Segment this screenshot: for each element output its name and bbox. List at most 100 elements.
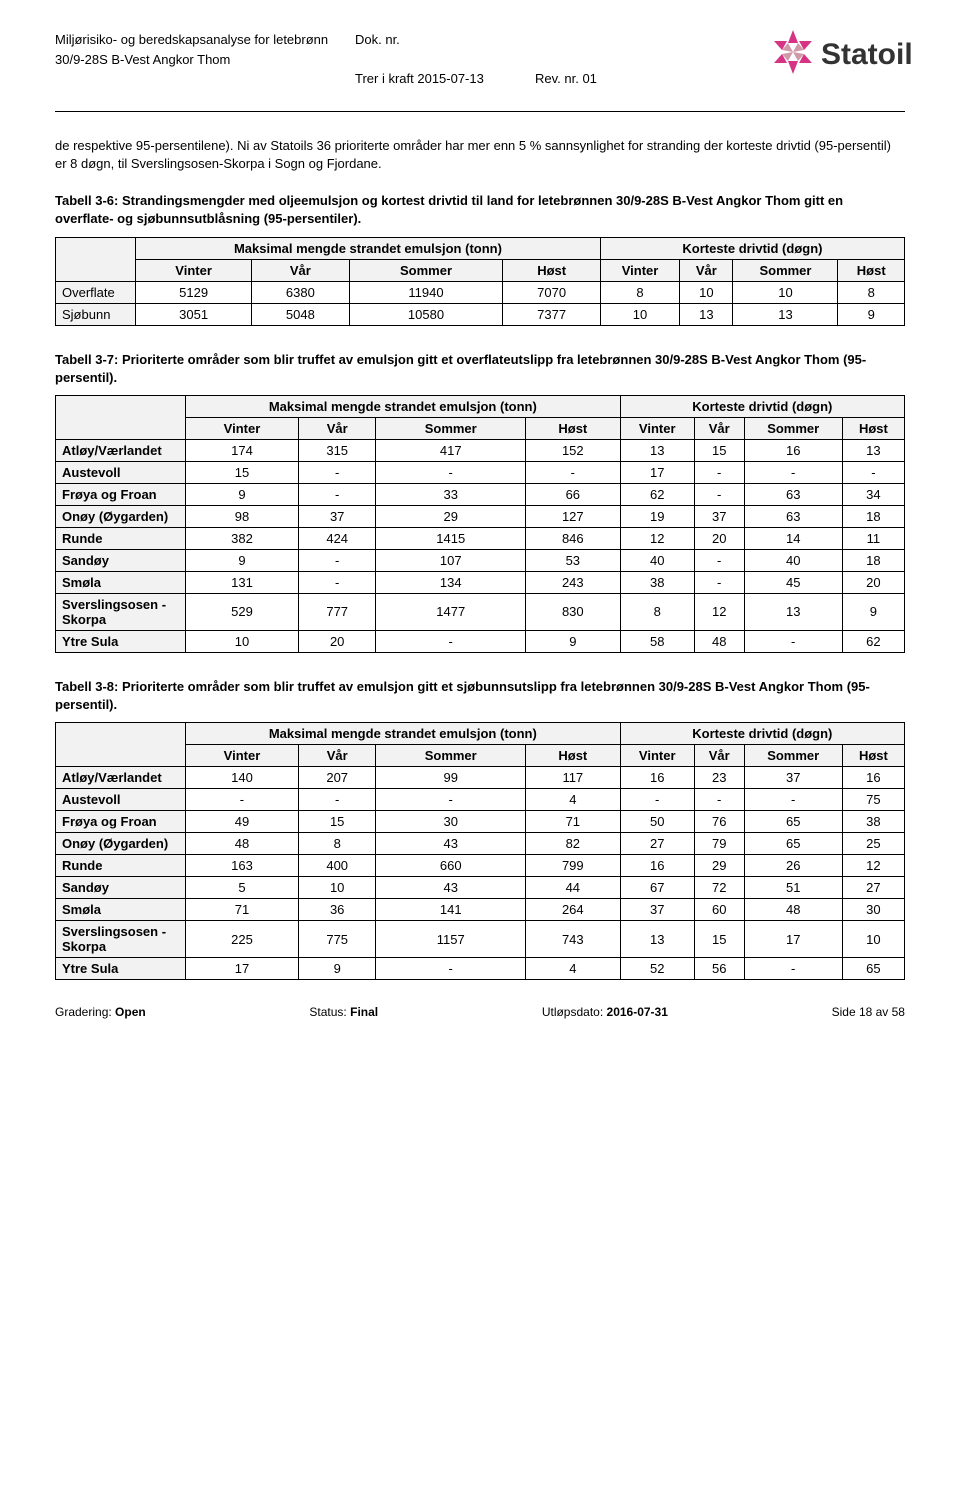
table-38: Maksimal mengde strandet emulsjon (tonn)…	[55, 722, 905, 980]
table38-cell: -	[376, 958, 526, 980]
table38-season-2: Sommer	[376, 745, 526, 767]
table36-season-6: Sommer	[733, 259, 838, 281]
table37-cell: -	[842, 461, 904, 483]
table37-cell: 315	[298, 439, 376, 461]
table-row: Sverslingsosen - Skorpa52977714778308121…	[56, 593, 905, 630]
footer-gradering: Gradering: Open	[55, 1005, 146, 1019]
table37-cell: 45	[744, 571, 842, 593]
table37-season-6: Sommer	[744, 417, 842, 439]
table38-cell: 775	[298, 921, 376, 958]
statoil-logo: Statoil	[765, 20, 925, 93]
table37-cell: 20	[298, 630, 376, 652]
header-title-1: Miljørisiko- og beredskapsanalyse for le…	[55, 30, 355, 50]
table38-cell: 75	[842, 789, 904, 811]
table38-row-label: Austevoll	[56, 789, 186, 811]
table-row: Runde16340066079916292612	[56, 855, 905, 877]
footer-status-value: Final	[350, 1005, 378, 1019]
table36-cell: 10	[600, 303, 679, 325]
table38-row-label: Onøy (Øygarden)	[56, 833, 186, 855]
table37-cell: 9	[186, 483, 299, 505]
footer-expiry-value: 2016-07-31	[607, 1005, 668, 1019]
table-row: Frøya og Froan4915307150766538	[56, 811, 905, 833]
table38-cell: 207	[298, 767, 376, 789]
table37-row-label: Ytre Sula	[56, 630, 186, 652]
table38-cell: 23	[694, 767, 744, 789]
table37-season-2: Sommer	[376, 417, 526, 439]
table37-cell: 37	[694, 505, 744, 527]
table37-cell: -	[298, 549, 376, 571]
table37-cell: 382	[186, 527, 299, 549]
table38-cell: 30	[842, 899, 904, 921]
table37-cell: 9	[186, 549, 299, 571]
table38-season-7: Høst	[842, 745, 904, 767]
table-row: Smøla131-13424338-4520	[56, 571, 905, 593]
table37-cell: 152	[525, 439, 620, 461]
table37-cell: 10	[186, 630, 299, 652]
table38-cell: 10	[842, 921, 904, 958]
page-header: Miljørisiko- og beredskapsanalyse for le…	[55, 30, 905, 89]
footer-gradering-label: Gradering:	[55, 1005, 112, 1019]
table38-row-label: Sandøy	[56, 877, 186, 899]
table38-cell: 8	[298, 833, 376, 855]
table37-cell: 830	[525, 593, 620, 630]
table38-group2: Korteste drivtid (døgn)	[620, 723, 904, 745]
table36-cell: 10	[680, 281, 733, 303]
table36-cell: 10	[733, 281, 838, 303]
table37-season-4: Vinter	[620, 417, 694, 439]
table38-cell: 13	[620, 921, 694, 958]
table38-cell: 27	[620, 833, 694, 855]
table37-cell: 66	[525, 483, 620, 505]
table38-cell: 225	[186, 921, 299, 958]
table38-corner	[56, 723, 186, 767]
table36-cell: 11940	[349, 281, 503, 303]
table-row: Atløy/Værlandet17431541715213151613	[56, 439, 905, 461]
table36-season-7: Høst	[838, 259, 905, 281]
table37-row-label: Sandøy	[56, 549, 186, 571]
table38-cell: 15	[298, 811, 376, 833]
table36-group2: Korteste drivtid (døgn)	[600, 237, 904, 259]
table36-cell: 13	[733, 303, 838, 325]
table37-cell: 12	[694, 593, 744, 630]
table37-cell: 33	[376, 483, 526, 505]
table-row: Austevoll15---17---	[56, 461, 905, 483]
table38-cell: 72	[694, 877, 744, 899]
table37-cell: 34	[842, 483, 904, 505]
table36-cell: 8	[838, 281, 905, 303]
table38-cell: 38	[842, 811, 904, 833]
table-36: Maksimal mengde strandet emulsjon (tonn)…	[55, 237, 905, 326]
table38-cell: 56	[694, 958, 744, 980]
table38-cell: 117	[525, 767, 620, 789]
table37-season-5: Vår	[694, 417, 744, 439]
table37-cell: 18	[842, 549, 904, 571]
table36-seasons-row: VinterVårSommerHøstVinterVårSommerHøst	[56, 259, 905, 281]
table-row: Onøy (Øygarden)488438227796525	[56, 833, 905, 855]
table37-cell: -	[298, 571, 376, 593]
table37-caption: Tabell 3-7: Prioriterte områder som blir…	[55, 351, 905, 387]
table38-row-label: Frøya og Froan	[56, 811, 186, 833]
table37-season-1: Vår	[298, 417, 376, 439]
table37-cell: 134	[376, 571, 526, 593]
table38-cell: 79	[694, 833, 744, 855]
table38-cell: -	[744, 958, 842, 980]
table36-cell: 13	[680, 303, 733, 325]
table37-cell: 63	[744, 505, 842, 527]
header-title-2: 30/9-28S B-Vest Angkor Thom	[55, 50, 355, 70]
table36-season-3: Høst	[503, 259, 600, 281]
table37-cell: 9	[525, 630, 620, 652]
table-row: Sandøy9-1075340-4018	[56, 549, 905, 571]
table37-cell: 62	[620, 483, 694, 505]
table37-cell: 131	[186, 571, 299, 593]
table38-season-6: Sommer	[744, 745, 842, 767]
table38-cell: 71	[186, 899, 299, 921]
table37-cell: 62	[842, 630, 904, 652]
table38-cell: 1157	[376, 921, 526, 958]
table37-row-label: Runde	[56, 527, 186, 549]
table38-cell: 141	[376, 899, 526, 921]
table38-cell: 140	[186, 767, 299, 789]
table36-cell: 9	[838, 303, 905, 325]
table38-cell: -	[298, 789, 376, 811]
table37-cell: 63	[744, 483, 842, 505]
table38-row-label: Smøla	[56, 899, 186, 921]
footer-status: Status: Final	[309, 1005, 378, 1019]
table-row: Sandøy510434467725127	[56, 877, 905, 899]
